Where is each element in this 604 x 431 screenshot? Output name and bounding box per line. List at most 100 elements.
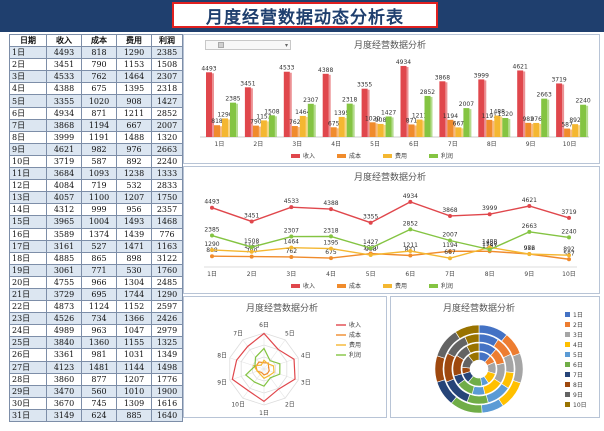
table-cell-income[interactable]: 4526 [46,312,82,326]
table-cell-profit[interactable]: 1427 [151,94,183,108]
table-cell-cost[interactable]: 999 [81,203,117,217]
slider-thumb[interactable] [218,42,224,48]
table-cell-income[interactable]: 3868 [46,118,82,132]
table-cell-profit[interactable]: 1325 [151,336,183,350]
table-cell-expense[interactable]: 1207 [116,191,152,205]
table-cell-income[interactable]: 3999 [46,130,82,144]
table-cell-profit[interactable]: 2485 [151,275,183,289]
table-cell-date[interactable]: 19日 [9,263,47,277]
table-cell-profit[interactable]: 2007 [151,118,183,132]
table-cell-profit[interactable]: 1163 [151,239,183,253]
table-cell-expense[interactable]: 1207 [116,372,152,386]
table-cell-profit[interactable]: 2357 [151,203,183,217]
table-cell-income[interactable]: 4989 [46,324,82,338]
table-cell-expense[interactable]: 532 [116,179,152,193]
table-cell-expense[interactable]: 1152 [116,300,152,314]
table-cell-expense[interactable]: 1010 [116,384,152,398]
table-cell-expense[interactable]: 1471 [116,239,152,253]
table-cell-cost[interactable]: 624 [81,408,117,423]
table-cell-income[interactable]: 4934 [46,106,82,120]
table-cell-profit[interactable]: 1333 [151,167,183,181]
table-cell-profit[interactable]: 2426 [151,312,183,326]
table-cell-income[interactable]: 3860 [46,372,82,386]
table-cell-profit[interactable]: 1349 [151,348,183,362]
table-cell-date[interactable]: 17日 [9,239,47,253]
table-cell-date[interactable]: 3日 [9,70,47,84]
table-cell-cost[interactable]: 865 [81,251,117,265]
table-cell-expense[interactable]: 908 [116,94,152,108]
table-cell-expense[interactable]: 1238 [116,167,152,181]
table-cell-income[interactable]: 4533 [46,70,82,84]
table-cell-expense[interactable]: 892 [116,154,152,169]
table-cell-profit[interactable]: 1508 [151,58,183,72]
table-cell-income[interactable]: 3589 [46,227,82,241]
table-cell-profit[interactable]: 2307 [151,70,183,84]
table-cell-profit[interactable]: 1498 [151,360,183,374]
table-cell-income[interactable]: 3149 [46,408,82,423]
table-cell-cost[interactable]: 966 [81,275,117,289]
table-cell-profit[interactable]: 2833 [151,179,183,193]
table-cell-cost[interactable]: 1124 [81,300,117,314]
table-cell-date[interactable]: 15日 [9,215,47,229]
table-cell-profit[interactable]: 1760 [151,263,183,277]
table-cell-date[interactable]: 8日 [9,130,47,144]
table-cell-expense[interactable]: 1439 [116,227,152,241]
table-cell-income[interactable]: 3355 [46,94,82,108]
day-range-slider[interactable]: ▾ [205,40,291,50]
table-cell-profit[interactable]: 1750 [151,191,183,205]
table-cell-cost[interactable]: 734 [81,312,117,326]
table-cell-profit[interactable]: 1320 [151,130,183,144]
table-cell-cost[interactable]: 1191 [81,130,117,144]
table-cell-cost[interactable]: 982 [81,142,117,156]
table-cell-income[interactable]: 3361 [46,348,82,362]
table-cell-expense[interactable]: 1144 [116,360,152,374]
table-cell-income[interactable]: 4123 [46,360,82,374]
table-cell-cost[interactable]: 963 [81,324,117,338]
table-cell-profit[interactable]: 1900 [151,384,183,398]
table-cell-cost[interactable]: 871 [81,106,117,120]
table-cell-income[interactable]: 4084 [46,179,82,193]
table-cell-profit[interactable]: 2240 [151,154,183,169]
table-cell-profit[interactable]: 2597 [151,300,183,314]
table-cell-profit[interactable]: 1290 [151,287,183,302]
table-cell-cost[interactable]: 1360 [81,336,117,350]
table-cell-date[interactable]: 21日 [9,287,47,302]
table-cell-date[interactable]: 26日 [9,348,47,362]
table-cell-income[interactable]: 3451 [46,58,82,72]
table-cell-income[interactable]: 4621 [46,142,82,156]
table-cell-cost[interactable]: 762 [81,70,117,84]
table-cell-cost[interactable]: 745 [81,396,117,410]
table-cell-cost[interactable]: 719 [81,179,117,193]
table-cell-date[interactable]: 10日 [9,154,47,169]
table-cell-date[interactable]: 20日 [9,275,47,289]
table-cell-profit[interactable]: 2385 [151,46,183,60]
table-cell-profit[interactable]: 1616 [151,396,183,410]
table-cell-income[interactable]: 3729 [46,287,82,302]
table-cell-expense[interactable]: 1047 [116,324,152,338]
table-cell-profit[interactable]: 2852 [151,106,183,120]
table-cell-expense[interactable]: 1493 [116,215,152,229]
table-cell-income[interactable]: 4493 [46,46,82,60]
table-cell-expense[interactable]: 976 [116,142,152,156]
table-cell-cost[interactable]: 527 [81,239,117,253]
table-cell-expense[interactable]: 1290 [116,46,152,60]
table-cell-date[interactable]: 14日 [9,203,47,217]
table-cell-date[interactable]: 6日 [9,106,47,120]
table-cell-expense[interactable]: 1366 [116,312,152,326]
table-cell-income[interactable]: 3470 [46,384,82,398]
table-cell-date[interactable]: 28日 [9,372,47,386]
table-cell-expense[interactable]: 1211 [116,106,152,120]
table-cell-date[interactable]: 25日 [9,336,47,350]
table-cell-income[interactable]: 3684 [46,167,82,181]
table-cell-cost[interactable]: 560 [81,384,117,398]
table-cell-date[interactable]: 29日 [9,384,47,398]
table-cell-profit[interactable]: 1640 [151,408,183,423]
table-cell-cost[interactable]: 587 [81,154,117,169]
table-cell-expense[interactable]: 1309 [116,396,152,410]
table-cell-date[interactable]: 11日 [9,167,47,181]
table-cell-income[interactable]: 4057 [46,191,82,205]
table-cell-cost[interactable]: 695 [81,287,117,302]
table-cell-cost[interactable]: 1374 [81,227,117,241]
table-cell-cost[interactable]: 981 [81,348,117,362]
table-cell-expense[interactable]: 530 [116,263,152,277]
